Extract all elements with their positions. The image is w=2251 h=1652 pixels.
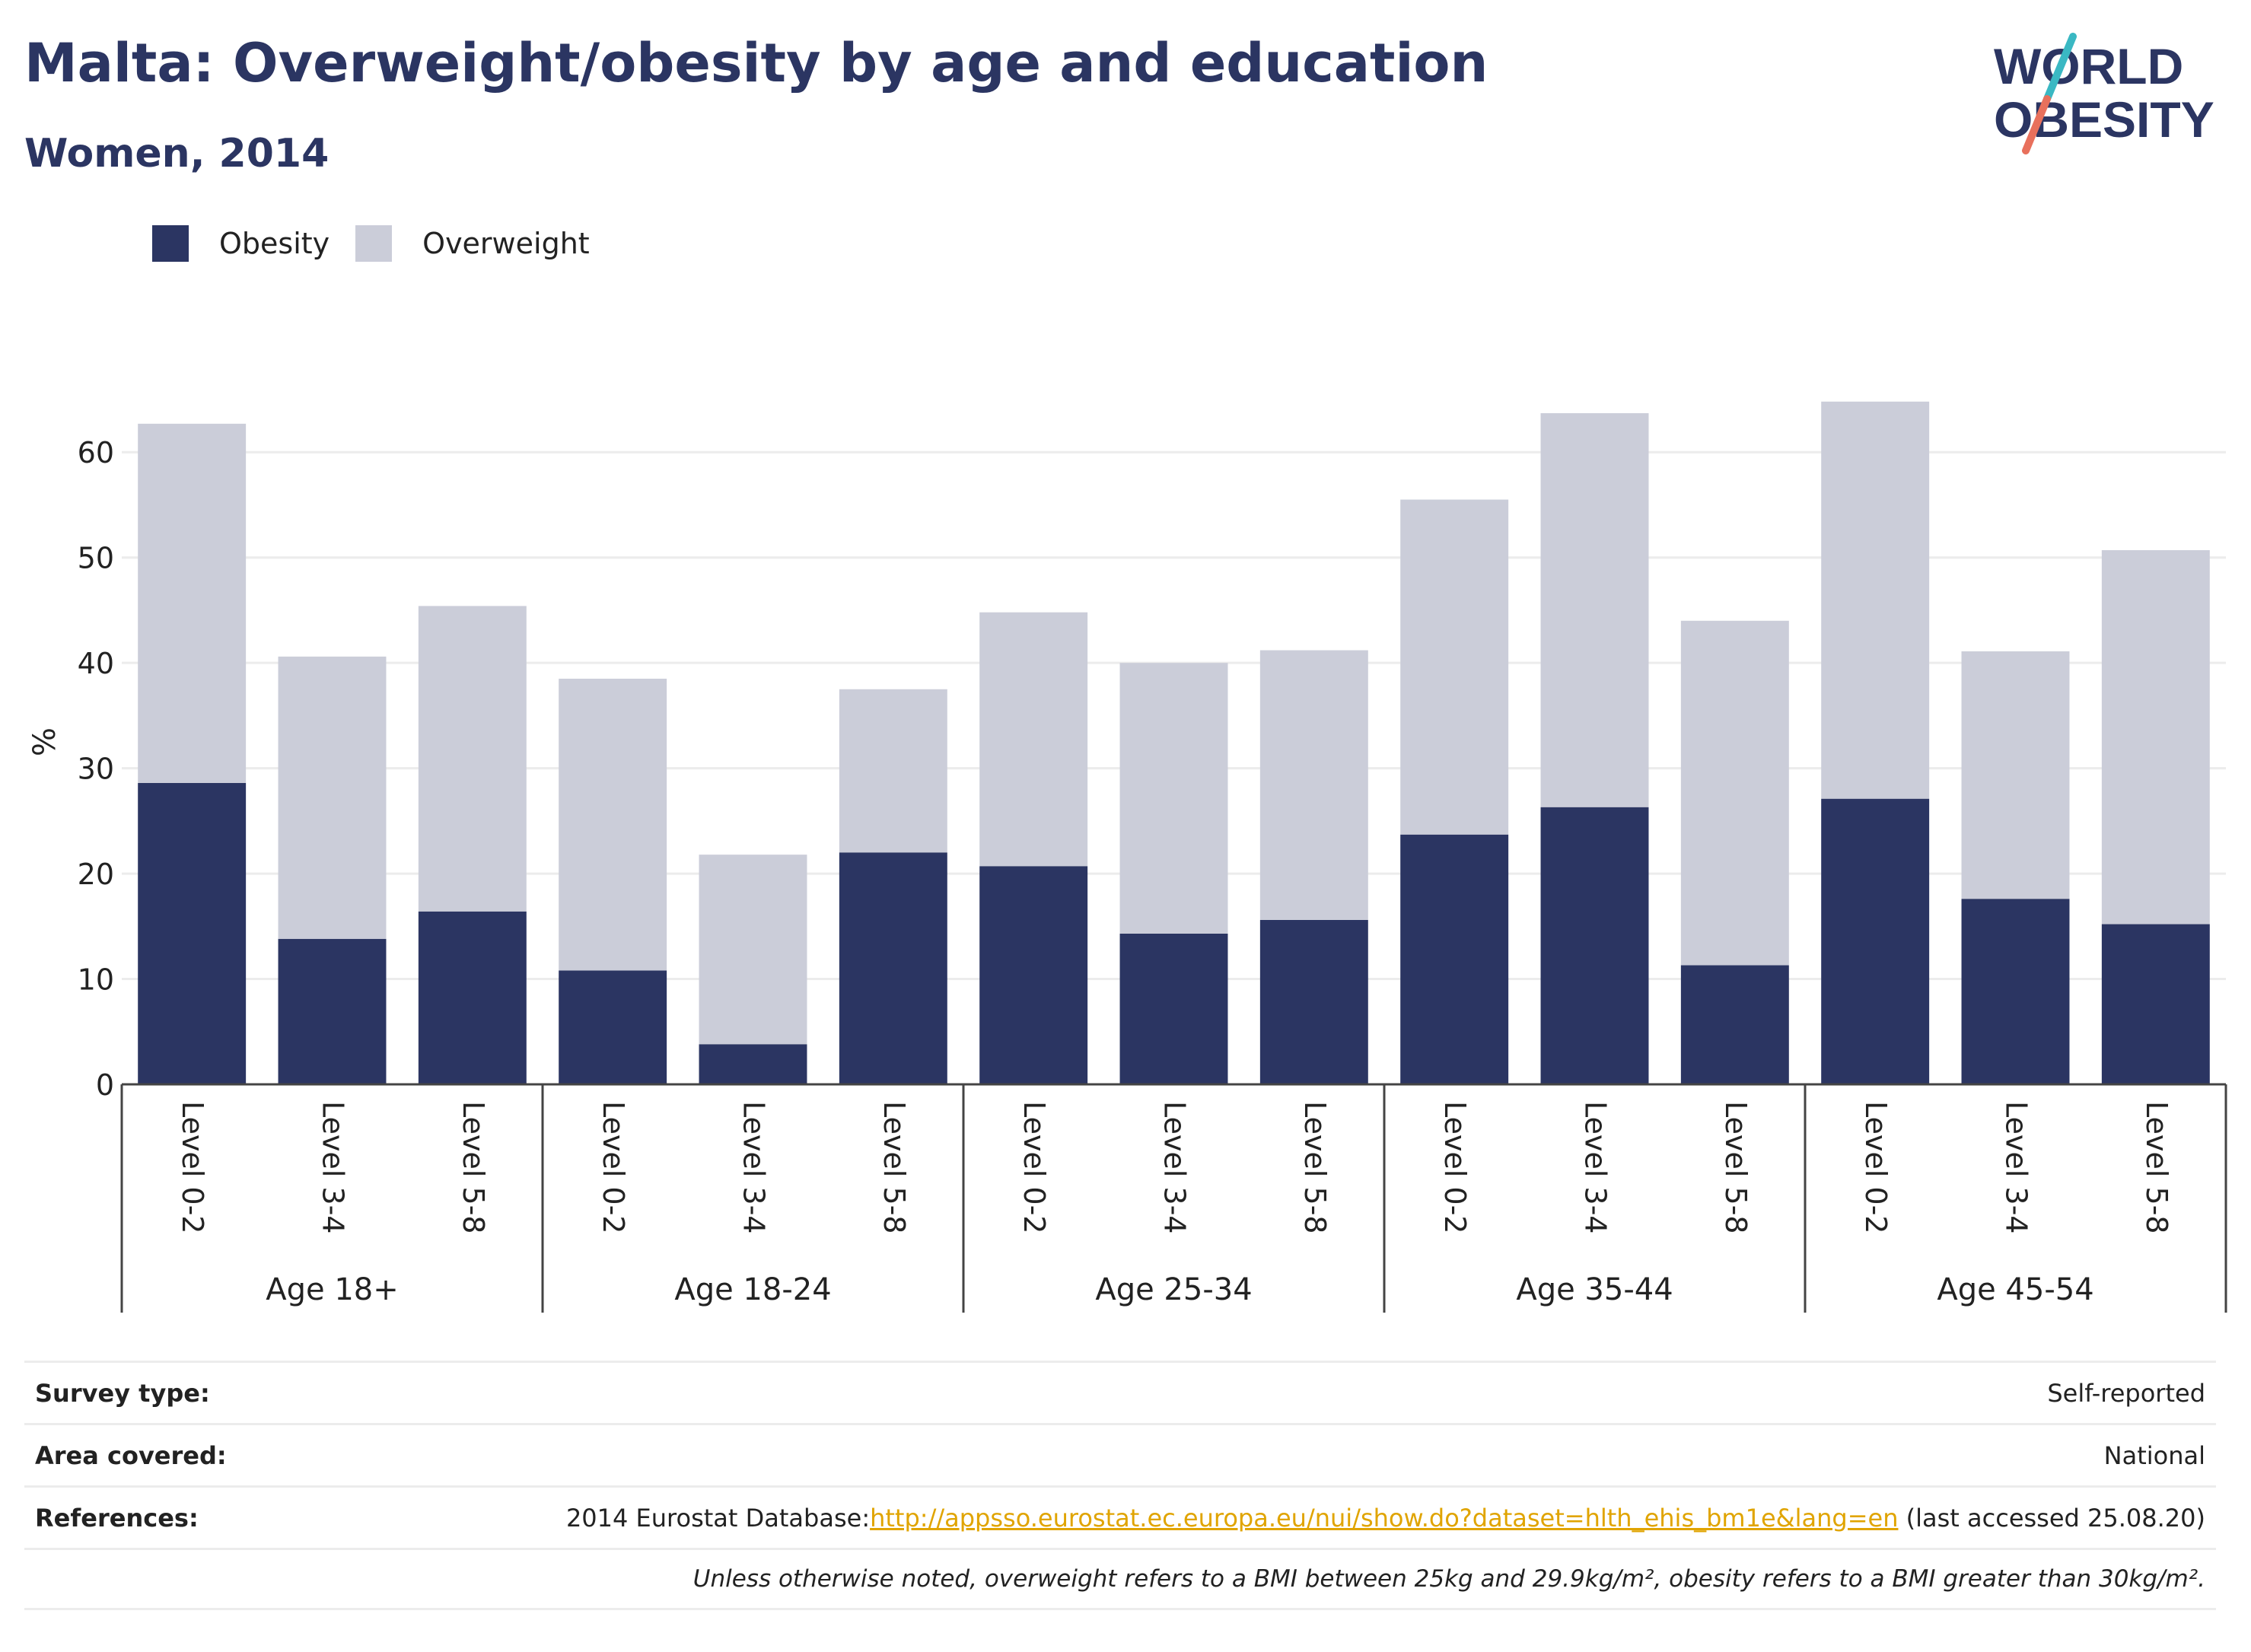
bar-overweight[interactable] [1821,401,1930,799]
group-label: Age 18-24 [674,1272,831,1307]
bmi-footnote: Unless otherwise noted, overweight refer… [692,1565,2205,1593]
x-tick-label: Level 3-4 [317,1101,350,1233]
bar-obesity[interactable] [418,911,527,1084]
bar-obesity[interactable] [1680,965,1789,1084]
area-covered-label: Area covered: [35,1440,227,1470]
legend-swatch-obesity [152,225,189,262]
legend-item-overweight[interactable]: Overweight [355,225,590,262]
references-value: 2014 Eurostat Database:http://appsso.eur… [566,1504,2205,1533]
bar-overweight[interactable] [559,678,667,971]
bar-obesity[interactable] [278,938,387,1084]
group-label: Age 18+ [266,1272,399,1307]
page-subtitle: Women, 2014 [24,131,330,177]
legend-label-overweight: Overweight [422,227,590,260]
x-tick-label: Level 0-2 [597,1101,630,1233]
x-tick-label: Level 3-4 [1158,1101,1192,1233]
legend-item-obesity[interactable]: Obesity [152,225,330,262]
bar-obesity[interactable] [138,783,247,1084]
x-tick-label: Level 0-2 [1017,1101,1051,1233]
survey-type-label: Survey type: [35,1378,210,1408]
bar-obesity[interactable] [2101,924,2210,1084]
y-tick-label: 20 [78,858,114,891]
x-tick-label: Level 3-4 [737,1101,771,1233]
group-label: Age 35-44 [1516,1272,1673,1307]
survey-type-value: Self-reported [2047,1378,2205,1408]
world-obesity-logo: WORLD OBESITY [1994,33,2214,154]
bar-obesity[interactable] [1540,807,1649,1084]
y-tick-label: 60 [78,436,114,469]
bar-overweight[interactable] [1119,663,1228,934]
x-tick-label: Level 0-2 [176,1101,209,1233]
y-axis-title: % [27,727,62,756]
area-covered-value: National [2103,1440,2205,1470]
bar-obesity[interactable] [979,866,1088,1084]
bar-obesity[interactable] [1259,920,1368,1084]
bar-overweight[interactable] [2101,550,2210,925]
info-row-note: Unless otherwise noted, overweight refer… [24,1548,2216,1610]
x-tick-label: Level 3-4 [2000,1101,2033,1233]
info-table: Survey type: Self-reported Area covered:… [24,1361,2216,1610]
x-tick-label: Level 5-8 [457,1101,490,1233]
bar-obesity[interactable] [559,970,667,1084]
legend-swatch-overweight [355,225,393,262]
references-link[interactable]: http://appsso.eurostat.ec.europa.eu/nui/… [870,1503,1899,1533]
page-title: Malta: Overweight/obesity by age and edu… [24,32,1488,94]
bar-overweight[interactable] [979,612,1088,867]
bar-obesity[interactable] [1821,798,1930,1084]
info-row-area: Area covered: National [24,1423,2216,1485]
y-tick-label: 30 [78,753,114,786]
y-tick-label: 50 [78,542,114,575]
group-label: Age 45-54 [1937,1272,2093,1307]
bar-obesity[interactable] [1119,934,1228,1084]
info-row-survey: Survey type: Self-reported [24,1361,2216,1423]
bar-overweight[interactable] [418,606,527,912]
x-tick-label: Level 5-8 [1719,1101,1753,1233]
bar-overweight[interactable] [1680,620,1789,966]
bar-obesity[interactable] [699,1044,807,1084]
group-label: Age 25-34 [1095,1272,1252,1307]
x-tick-label: Level 5-8 [2140,1101,2173,1233]
bar-overweight[interactable] [699,855,807,1045]
x-tick-label: Level 5-8 [1298,1101,1332,1233]
bar-overweight[interactable] [1540,413,1649,807]
references-suffix: (last accessed 25.08.20) [1898,1503,2205,1533]
bar-overweight[interactable] [278,656,387,939]
bar-overweight[interactable] [1961,651,2070,899]
info-row-references: References: 2014 Eurostat Database:http:… [24,1485,2216,1548]
bar-obesity[interactable] [1400,834,1509,1084]
y-tick-label: 10 [78,963,114,997]
x-tick-label: Level 0-2 [1859,1101,1893,1233]
legend-label-obesity: Obesity [219,227,330,260]
bar-overweight[interactable] [1400,499,1509,835]
bar-overweight[interactable] [138,423,247,783]
svg-text:WORLD: WORLD [1994,38,2183,94]
x-tick-label: Level 3-4 [1579,1101,1613,1233]
bar-overweight[interactable] [839,689,947,853]
chart-legend: Obesity Overweight [152,225,616,262]
bar-overweight[interactable] [1259,650,1368,920]
bar-obesity[interactable] [1961,899,2070,1084]
references-label: References: [35,1503,199,1533]
stacked-bar-chart: 0 10 20 30 40 50 60% Level 0-2 Level 3-4 Level 5-… [27,401,2227,1313]
x-tick-label: Level 5-8 [877,1101,911,1233]
y-tick-label: 40 [78,647,114,680]
references-prefix: 2014 Eurostat Database: [565,1503,871,1533]
y-tick-label: 0 [96,1068,114,1102]
bar-obesity[interactable] [839,852,947,1084]
x-tick-label: Level 0-2 [1438,1101,1472,1233]
